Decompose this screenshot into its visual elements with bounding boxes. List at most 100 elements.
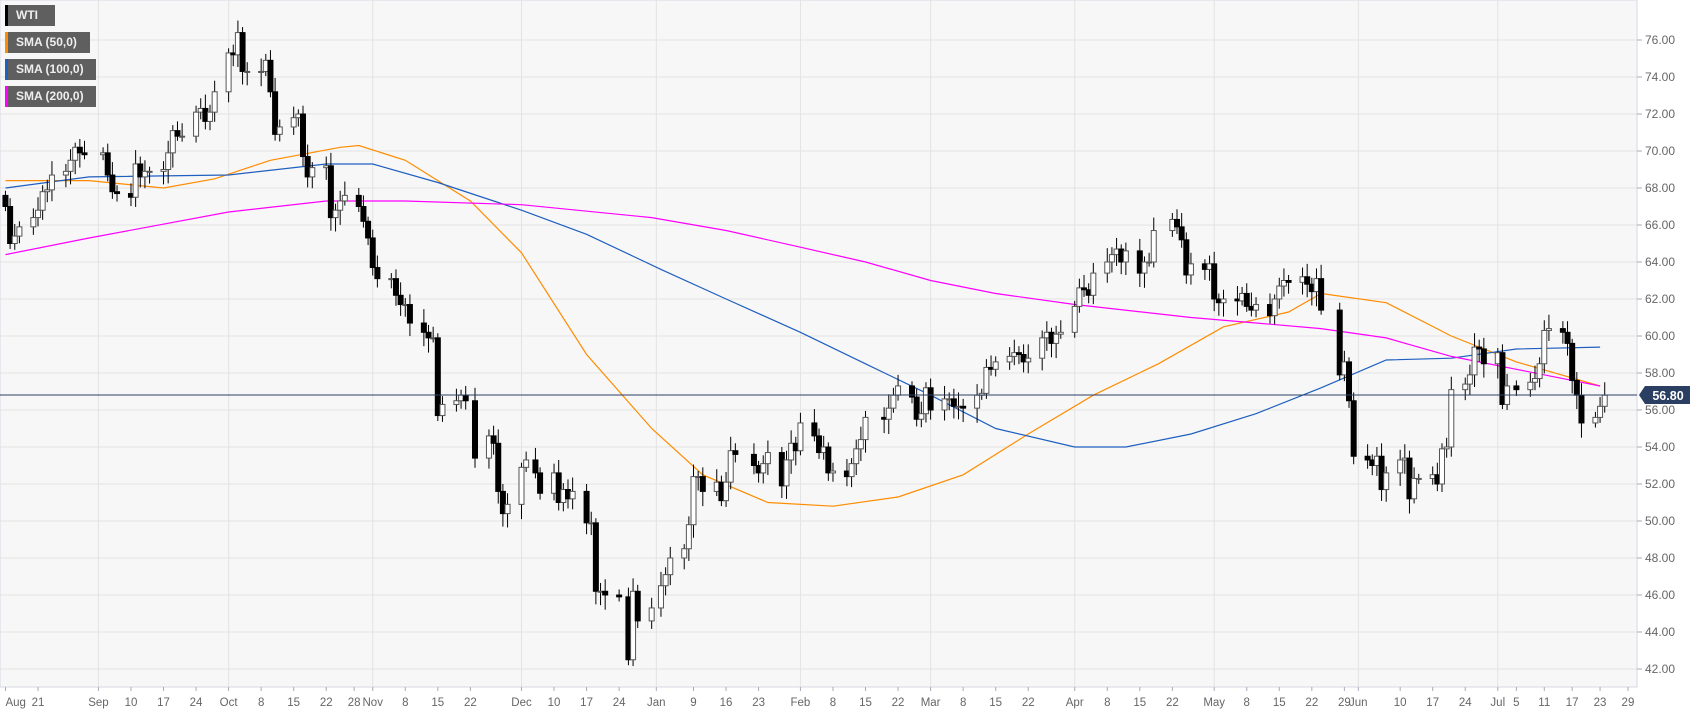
candle-body-down xyxy=(462,394,469,402)
candle-body-up xyxy=(1006,355,1013,363)
last-price-label: 56.80 xyxy=(1652,389,1683,403)
candle-body-down xyxy=(174,130,181,137)
candle-body-down xyxy=(137,163,144,178)
candle xyxy=(1364,444,1371,469)
candle xyxy=(1104,248,1111,283)
y-tick-label: 72.00 xyxy=(1645,107,1675,121)
candle-body-down xyxy=(699,476,706,492)
candle-body-down xyxy=(365,220,372,239)
x-tick-label: 15 xyxy=(431,697,444,709)
candle-body-down xyxy=(825,446,832,474)
candle xyxy=(662,567,669,596)
candle xyxy=(1108,247,1115,273)
candle xyxy=(44,179,51,203)
candle-body-up xyxy=(39,191,46,211)
candle xyxy=(1564,321,1571,356)
x-tick-label: 11 xyxy=(1538,697,1550,709)
candle xyxy=(681,544,688,570)
x-tick-label: 17 xyxy=(1566,697,1579,709)
candle xyxy=(1076,278,1083,313)
candle xyxy=(374,255,381,288)
x-tick-label: 17 xyxy=(157,697,170,709)
candle xyxy=(160,161,167,185)
candle xyxy=(341,181,348,206)
candle-body-down xyxy=(583,490,590,524)
legend-wti[interactable]: WTI xyxy=(5,5,55,26)
candle xyxy=(327,152,334,231)
candle-body-up xyxy=(853,448,860,465)
candle xyxy=(141,160,148,189)
candle-body-up xyxy=(146,170,153,173)
candle xyxy=(1411,467,1418,504)
candle xyxy=(1545,314,1552,341)
candle-body-up xyxy=(132,163,139,198)
candle xyxy=(764,440,771,476)
y-tick-label: 44.00 xyxy=(1645,625,1675,639)
candle-body-up xyxy=(179,135,186,138)
candle-body-down xyxy=(1513,385,1520,391)
legend-label: SMA (100,0) xyxy=(16,62,84,76)
x-tick-label: 10 xyxy=(1394,697,1407,709)
candle xyxy=(783,450,790,499)
candle xyxy=(174,121,181,141)
candle xyxy=(634,584,641,629)
legend-sma-100[interactable]: SMA (100,0) xyxy=(5,59,96,80)
candle xyxy=(630,578,637,667)
candle-body-down xyxy=(406,304,413,324)
candle xyxy=(211,80,218,122)
candle-body-up xyxy=(1592,416,1599,424)
candle xyxy=(885,394,892,434)
x-tick-label: 22 xyxy=(1022,697,1035,709)
legend-label: WTI xyxy=(16,8,38,22)
candle-body-up xyxy=(1531,378,1538,383)
candle xyxy=(760,455,767,484)
candle-body-up xyxy=(518,466,525,505)
candle-body-up xyxy=(1141,261,1148,274)
legend-sma-200[interactable]: SMA (200,0) xyxy=(5,86,96,107)
candle xyxy=(81,140,88,160)
x-tick-label: 29 xyxy=(1338,697,1351,709)
candle-body-up xyxy=(1597,405,1604,418)
candle xyxy=(1183,232,1190,284)
candle xyxy=(555,459,562,511)
candle-body-up xyxy=(1411,477,1418,500)
candle-body-up xyxy=(207,111,214,122)
candle xyxy=(960,398,967,423)
x-tick-label: 24 xyxy=(1459,697,1472,709)
candle-body-down xyxy=(960,405,967,409)
y-tick-label: 76.00 xyxy=(1645,33,1675,47)
candle xyxy=(179,123,186,142)
x-tick-label: 8 xyxy=(830,697,836,709)
candle xyxy=(950,388,957,419)
candle xyxy=(532,447,539,479)
candle-body-up xyxy=(1541,329,1548,365)
candle xyxy=(853,439,860,476)
candle-body-up xyxy=(630,590,637,661)
candle-body-up xyxy=(1187,263,1194,276)
candle xyxy=(848,458,855,488)
sma-line-50-0 xyxy=(5,144,1601,507)
x-tick-label: 10 xyxy=(548,697,561,709)
x-tick-label: 23 xyxy=(1594,697,1607,709)
legend-sma-50[interactable]: SMA (50,0) xyxy=(5,32,90,53)
candle-body-up xyxy=(523,459,530,468)
candle-body-down xyxy=(1285,280,1292,283)
candle xyxy=(602,579,609,610)
candle xyxy=(1383,466,1390,502)
candle-body-up xyxy=(1271,298,1278,317)
candle-body-down xyxy=(472,400,479,459)
candle-body-up xyxy=(1025,357,1032,363)
candle xyxy=(114,185,121,202)
candles xyxy=(2,20,1608,667)
candle-body-down xyxy=(1499,352,1506,405)
candle xyxy=(1350,392,1357,465)
candle xyxy=(1438,443,1445,492)
candle xyxy=(1150,217,1157,268)
x-tick-label: 8 xyxy=(1244,697,1250,709)
candle-body-up xyxy=(885,407,892,420)
candle xyxy=(1039,330,1046,371)
candle xyxy=(1397,449,1404,486)
plot-background xyxy=(0,0,1638,688)
candle-body-down xyxy=(1564,331,1571,344)
